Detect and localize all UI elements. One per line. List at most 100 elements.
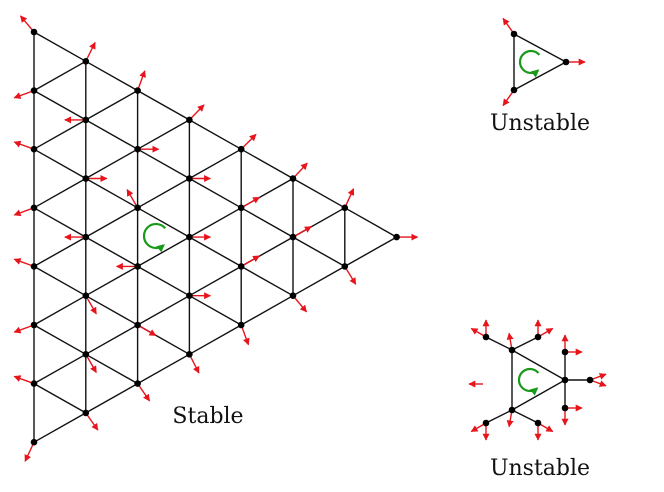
force-arrow-icon [502,17,513,32]
force-arrow-icon [13,90,32,99]
force-arrow-icon [137,70,146,89]
lattice-node [482,419,490,427]
force-arrow-icon [138,385,151,402]
lattice-edge [189,295,242,326]
lattice-edge [33,353,87,385]
lattice-node [561,348,569,356]
lattice-edge [85,382,138,414]
force-arrow-icon [345,188,355,206]
lattice-edge [33,412,87,443]
lattice-edge [33,382,87,414]
lattice-edge [344,236,397,268]
force-arrow-icon [540,327,554,337]
lattice-edge [33,89,87,121]
force-arrow-icon [295,225,312,237]
lattice-edge [511,409,539,424]
lattice-edge [33,207,87,238]
force-arrow-icon [190,104,205,119]
force-arrow-icon [242,133,257,148]
force-arrow-icon [13,140,32,149]
lattice-edge [485,409,513,424]
lattice-edge [85,207,138,238]
lattice-edge [511,336,539,351]
rotation-icon [518,49,541,78]
force-arrow-icon [345,268,357,285]
lattice-node [561,404,569,412]
lattice-edge [33,177,87,209]
force-arrow-icon [506,332,514,348]
lattice-node [510,86,518,94]
lattice-edge [33,31,87,62]
lattice-edge [33,236,87,268]
lattice-edge [85,295,138,326]
lattice-edge [511,349,566,381]
lattice-edge [33,295,87,326]
lattice-edge [344,207,397,238]
lattice-node [561,376,569,384]
lattice-edge [137,207,190,238]
force-arrow-icon [139,325,157,337]
lattice-node [482,333,490,341]
lattice-edge [85,236,138,268]
lattice-edge [85,89,138,121]
unstable-triangle-with-stubs [468,319,607,441]
stable-caption: Stable [172,404,244,429]
lattice-node [30,145,38,153]
lattice-node [82,175,90,182]
lattice-node [562,58,570,66]
lattice-node [237,145,245,153]
lattice-edge [240,207,294,238]
lattice-node [289,233,297,241]
lattice-edge [513,33,567,63]
force-arrow-icon [190,356,200,374]
lattice-node [30,28,38,36]
force-arrow-icon [13,325,32,334]
lattice-edge [85,177,138,209]
lattice-node [134,87,141,94]
unstable-single-triangle [502,17,586,107]
force-arrow-icon [13,208,32,217]
lattice-edge [85,119,138,150]
lattice-node [289,292,297,300]
force-arrow-icon [592,373,607,380]
unstable-caption-top: Unstable [489,111,591,136]
lattice-node [237,321,245,329]
force-arrow-icon [294,162,308,177]
force-arrow-icon [294,297,308,313]
lattice-node [186,233,193,241]
force-arrow-icon [506,412,514,428]
lattice-edge [513,61,567,91]
lattice-node [186,116,193,124]
lattice-edge [33,60,87,92]
lattice-node [82,233,90,241]
lattice-edge [292,265,346,297]
lattice-edge [189,119,242,150]
force-arrow-icon [540,423,554,433]
lattice-edge [240,148,294,180]
lattice-node [586,376,594,384]
lattice-edge [189,148,242,180]
lattice-node [508,346,516,354]
force-arrow-icon [24,444,34,462]
force-arrow-icon [86,356,97,374]
lattice-node [393,233,400,241]
lattice-node [534,419,542,427]
lattice-node [134,380,141,387]
lattice-node [134,263,141,270]
lattice-node [30,204,38,212]
lattice-edge [137,265,190,297]
lattice-edge [189,236,242,268]
lattice-node [82,409,90,417]
lattice-edge [85,324,138,355]
lattice-node [30,321,38,329]
force-arrow-icon [502,92,513,107]
lattice-node [82,351,90,358]
force-arrow-icon [13,375,32,384]
lattice-node [237,263,245,270]
lattice-node [30,380,38,387]
force-arrow-icon [86,41,96,59]
lattice-edge [137,295,190,326]
force-arrow-icon [13,258,32,267]
lattice-node [289,175,297,182]
